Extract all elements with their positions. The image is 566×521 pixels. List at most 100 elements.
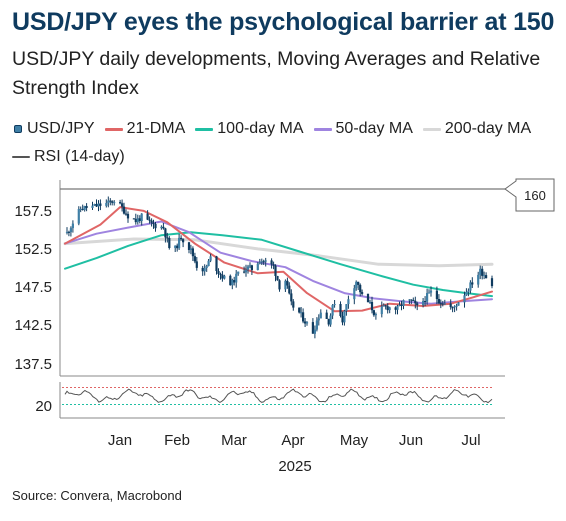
candlestick [469,280,472,294]
candlestick [278,279,281,292]
y-tick-label: 137.5 [14,356,52,373]
candlestick [451,306,454,313]
candlestick [219,272,222,280]
candle-body [65,231,69,233]
candlestick [95,199,98,207]
candlestick [315,317,318,332]
candle-body [451,307,454,309]
candle-body [124,213,128,215]
candlestick [270,258,273,269]
candle-body [286,280,289,286]
candlestick [109,198,112,206]
candlestick [290,289,293,306]
series-line-100-day-ma [64,231,493,298]
candlestick [292,299,295,311]
candlestick [286,277,289,289]
candlestick [244,264,248,277]
candlestick [284,279,287,292]
candle-body [217,271,220,274]
month-label-jan: Jan [108,432,132,449]
candle-body [345,304,348,311]
candlestick [193,252,196,264]
candlestick [221,271,224,282]
legend-label-100dma: 100-day MA [217,120,304,137]
candle-body [372,310,375,316]
candle-body [481,268,484,276]
candle-body [83,206,86,210]
candlestick [457,302,460,306]
candlestick [121,199,124,212]
candlestick [471,277,474,288]
candlestick [366,293,370,303]
candlestick [119,199,122,205]
candlestick [154,222,157,232]
month-label-mar: Mar [221,432,247,449]
candle-body [327,318,330,325]
candlestick [408,299,411,305]
candlestick [207,259,210,267]
candle-body [315,320,318,330]
candlestick [160,225,163,230]
chart-title: USD/JPY eyes the psychological barrier a… [12,8,555,36]
candle-body [189,248,192,250]
candle-body [292,301,295,308]
candle-body [353,288,356,300]
candle-body [229,275,232,286]
candlestick [368,299,372,304]
candlestick [168,236,171,250]
candlestick [276,275,279,281]
candlestick [272,261,275,270]
legend-100dma: 100-day MA [195,120,304,138]
candle-body [298,307,301,313]
candlestick [195,257,198,271]
candlestick [274,264,277,282]
candlestick [85,203,88,212]
candlestick [150,218,153,227]
candlestick [479,265,482,280]
candlestick [370,296,374,314]
candle-body [209,256,212,261]
candle-body [412,300,415,302]
candle-body [469,282,472,291]
candlestick [258,258,261,265]
candle-body [382,305,385,307]
candlestick [69,226,72,237]
candlestick [400,300,403,311]
candle-body [361,292,364,294]
candlestick [477,271,480,288]
candle-body [162,226,165,229]
legend-swatch-50dma [313,127,332,131]
candlestick [353,284,356,305]
candlestick [426,288,429,305]
moving-average-lines [63,206,494,313]
candle-body [193,256,196,262]
candlestick [325,309,328,319]
candlestick [250,264,253,275]
month-label-jul: Jul [461,432,480,449]
candle-body [455,305,458,307]
candlestick [262,259,265,265]
candlestick [398,301,401,307]
candlestick [178,234,181,250]
candle-body [260,261,263,263]
candle-body [485,275,488,279]
candle-body [187,242,191,250]
candle-body [166,237,169,239]
candle-body [69,228,72,233]
candle-body [368,302,372,303]
price-chart: 160 157.5 152.5 147.5 142.5 137.5 20 Jan… [14,178,555,475]
candlestick [439,299,442,309]
candle-body [150,220,153,223]
candle-body [77,209,80,224]
candle-body [231,280,234,286]
candle-body [134,218,137,223]
candle-body [422,301,425,306]
candle-body [333,304,336,306]
candle-body [357,281,360,285]
candle-body [111,201,114,203]
candlestick [302,308,305,324]
candlestick [304,318,307,327]
candlestick [246,264,250,274]
legend-swatch-200dma [422,127,441,131]
candle-body [284,280,287,290]
